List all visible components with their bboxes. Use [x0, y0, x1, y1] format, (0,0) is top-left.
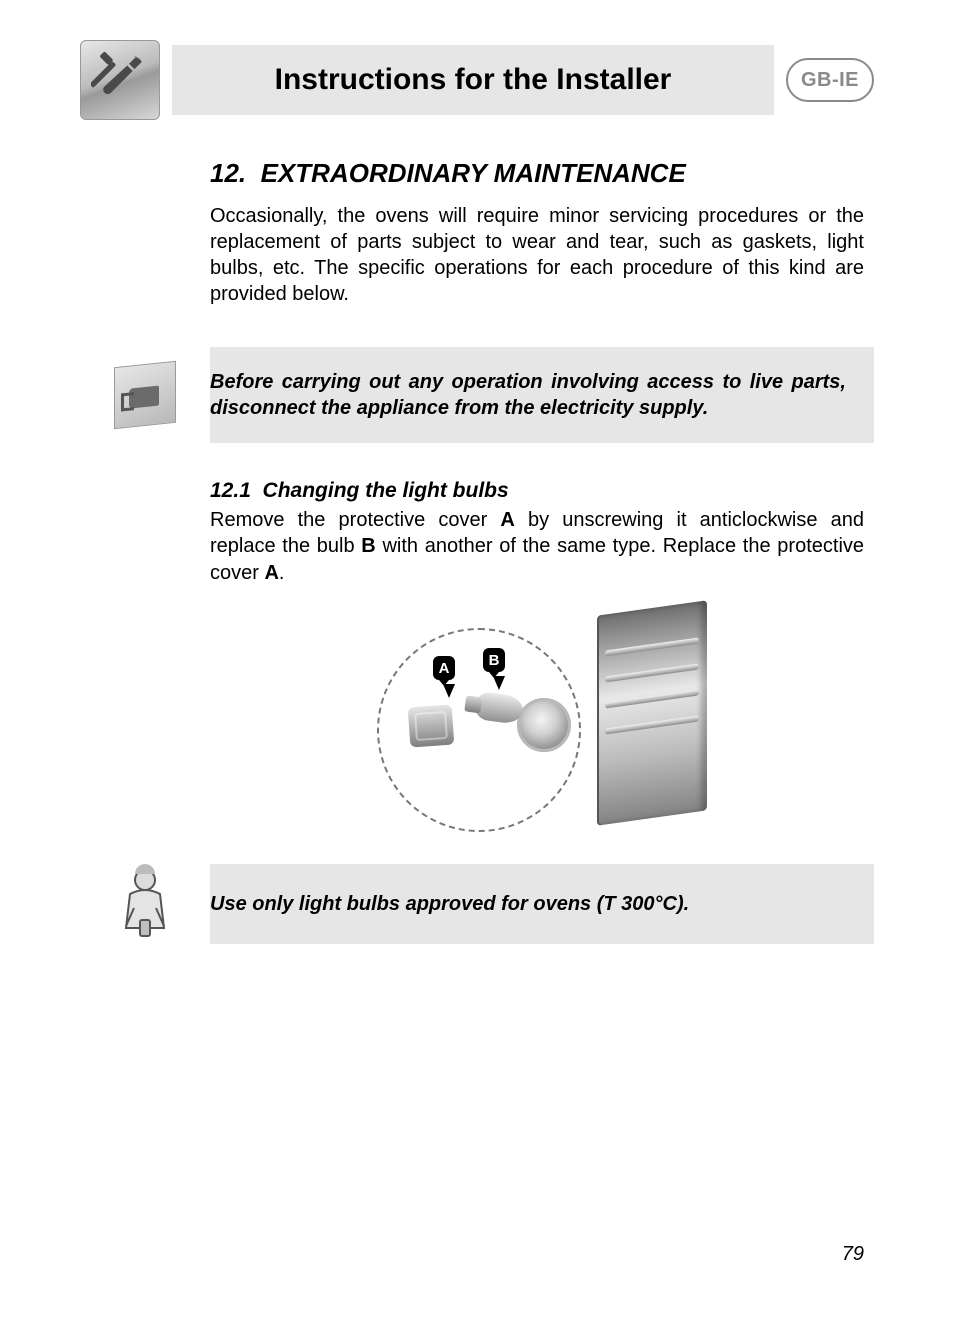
subsection-p1: Remove the protective cover [210, 509, 500, 531]
diagram-wrap: A B [210, 598, 864, 848]
locale-badge: GB-IE [786, 58, 874, 102]
oven-side-panel [597, 600, 707, 825]
warning-icon-cell [80, 347, 210, 443]
subsection-b3: A [264, 562, 278, 584]
subsection-p4: . [279, 562, 285, 584]
unplug-icon [114, 361, 176, 430]
arrow-icon [443, 684, 455, 698]
bulb-socket [517, 698, 571, 752]
content-column: 12. EXTRAORDINARY MAINTENANCE Occasional… [210, 158, 864, 307]
subsection-number: 12.1 [210, 479, 251, 502]
warning-callout: Before carrying out any operation involv… [80, 347, 874, 443]
section-intro: Occasionally, the ovens will require min… [210, 203, 864, 307]
wrench-icon [91, 51, 149, 109]
diagram-label-b: B [483, 648, 505, 672]
section-title: EXTRAORDINARY MAINTENANCE [261, 158, 686, 188]
warning-strip: Before carrying out any operation involv… [210, 347, 874, 443]
subsection-b1: A [500, 509, 514, 531]
installer-person-icon [110, 864, 180, 944]
warning-text: Before carrying out any operation involv… [210, 369, 856, 421]
header-title: Instructions for the Installer [275, 63, 672, 97]
bulb-diagram: A B [367, 598, 707, 848]
header-title-bar: Instructions for the Installer [172, 45, 774, 115]
subsection-title: Changing the light bulbs [263, 479, 509, 502]
cover-a [408, 705, 455, 748]
subsection-column: 12.1 Changing the light bulbs Remove the… [210, 479, 864, 848]
note-callout: Use only light bulbs approved for ovens … [80, 864, 874, 944]
note-text: Use only light bulbs approved for ovens … [210, 891, 699, 917]
page: Instructions for the Installer GB-IE 12.… [0, 0, 954, 1336]
oven-rail [605, 690, 699, 709]
note-strip: Use only light bulbs approved for ovens … [210, 864, 874, 944]
section-heading: 12. EXTRAORDINARY MAINTENANCE [210, 158, 864, 189]
subsection-body: Remove the protective cover A by unscrew… [210, 507, 864, 586]
oven-rail [605, 664, 699, 683]
wrench-screwdriver-icon [80, 40, 160, 120]
page-number: 79 [842, 1243, 864, 1266]
arrow-icon [493, 676, 505, 690]
oven-rail [605, 716, 699, 735]
subsection-heading: 12.1 Changing the light bulbs [210, 479, 864, 503]
section-number: 12. [210, 158, 246, 188]
oven-rail [605, 638, 699, 657]
header-row: Instructions for the Installer GB-IE [80, 40, 874, 120]
locale-badge-text: GB-IE [801, 69, 859, 92]
note-icon-cell [80, 864, 210, 944]
diagram-label-a: A [433, 656, 455, 680]
subsection-b2: B [361, 535, 375, 557]
